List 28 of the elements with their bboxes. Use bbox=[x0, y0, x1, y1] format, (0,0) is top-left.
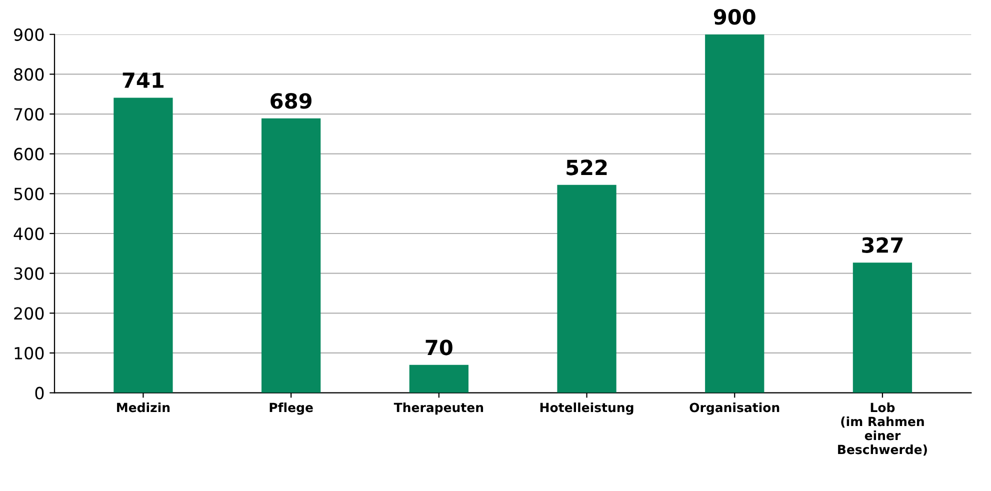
data-label: 900 bbox=[714, 9, 756, 25]
y-tick-label: 0 bbox=[35, 386, 44, 400]
y-tick-label: 600 bbox=[14, 148, 44, 160]
bar bbox=[261, 118, 321, 393]
y-tick-label: 700 bbox=[14, 108, 44, 121]
x-tick-label: Hotelleistung bbox=[540, 402, 634, 415]
data-label: 327 bbox=[862, 237, 903, 253]
y-tick-label: 800 bbox=[14, 68, 44, 81]
x-tick-label: Organisation bbox=[690, 402, 780, 415]
x-tick-label: Pflege bbox=[270, 402, 313, 415]
y-tick-label: 300 bbox=[14, 267, 44, 280]
y-tick-label: 900 bbox=[14, 28, 44, 41]
x-tick-label: Therapeuten bbox=[394, 402, 484, 415]
y-tick-label: 100 bbox=[14, 346, 44, 360]
y-tick-label: 400 bbox=[14, 227, 44, 240]
bar bbox=[114, 98, 173, 393]
data-label: 522 bbox=[566, 160, 607, 176]
data-label: 689 bbox=[270, 93, 312, 109]
y-tick-label: 200 bbox=[14, 307, 44, 320]
data-label: 741 bbox=[122, 72, 164, 88]
bar bbox=[852, 262, 912, 393]
bar bbox=[557, 184, 616, 393]
y-tick-label: 500 bbox=[14, 188, 44, 200]
x-tick-label: Lob (im Rahmen einer Beschwerde) bbox=[838, 402, 927, 456]
bar bbox=[409, 364, 468, 393]
data-label: 70 bbox=[426, 340, 452, 356]
x-tick-label: Medizin bbox=[117, 402, 170, 412]
bar bbox=[705, 34, 764, 393]
